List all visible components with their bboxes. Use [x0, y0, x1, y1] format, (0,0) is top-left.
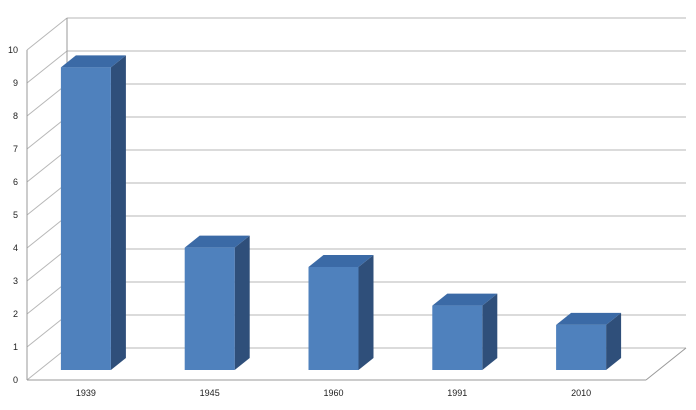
- bar-side: [234, 235, 250, 370]
- bar-side: [110, 55, 126, 370]
- bar-front: [308, 266, 359, 370]
- gridline-side: [26, 149, 68, 183]
- bar-side: [606, 312, 622, 370]
- gridline-side: [26, 116, 68, 150]
- bar-front: [184, 247, 235, 370]
- bar-1991: [432, 293, 498, 370]
- bar-front: [556, 324, 607, 370]
- bar-2010: [556, 312, 622, 370]
- y-tick-label: 0: [13, 375, 18, 385]
- x-axis-tick-labels: 1939 1945 1960 1991 2010: [76, 388, 591, 398]
- bar-1960: [308, 254, 374, 370]
- bar-top: [432, 293, 498, 306]
- chart-bars: [60, 55, 622, 370]
- gridline-side: [26, 83, 68, 117]
- bar-front: [60, 67, 111, 370]
- bar-top: [184, 235, 250, 248]
- gridline-side: [26, 248, 68, 282]
- x-tick-label: 1960: [323, 388, 343, 398]
- y-tick-label: 6: [13, 177, 18, 187]
- bar-top: [60, 55, 126, 68]
- gridline-side: [26, 281, 68, 315]
- y-tick-label: 2: [13, 309, 18, 319]
- gridline-side: [26, 50, 68, 84]
- y-tick-label: 10: [8, 45, 18, 55]
- x-tick-label: 2010: [571, 388, 591, 398]
- gridline-side: [26, 314, 68, 348]
- bar-side: [482, 293, 498, 370]
- y-tick-label: 3: [13, 276, 18, 286]
- gridline-side: [26, 215, 68, 249]
- bar-top: [308, 254, 374, 267]
- y-tick-label: 1: [13, 342, 18, 352]
- chart-grid: [26, 17, 687, 381]
- gridline-side: [26, 182, 68, 216]
- y-axis-tick-labels: 0 1 2 3 4 5 6 7 8 9 10: [8, 45, 18, 385]
- x-tick-label: 1939: [76, 388, 96, 398]
- y-tick-label: 9: [13, 78, 18, 88]
- gridline-side: [26, 347, 68, 381]
- y-tick-label: 8: [13, 111, 18, 121]
- y-tick-label: 4: [13, 243, 18, 253]
- floor-edge: [645, 347, 687, 381]
- bar-top: [556, 312, 622, 325]
- x-tick-label: 1991: [447, 388, 467, 398]
- y-tick-label: 7: [13, 144, 18, 154]
- x-tick-label: 1945: [200, 388, 220, 398]
- bar-side: [358, 254, 374, 370]
- bar-front: [432, 305, 483, 370]
- bar-1945: [184, 235, 250, 370]
- gridline-side: [26, 17, 68, 51]
- y-tick-label: 5: [13, 210, 18, 220]
- bar-1939: [60, 55, 126, 370]
